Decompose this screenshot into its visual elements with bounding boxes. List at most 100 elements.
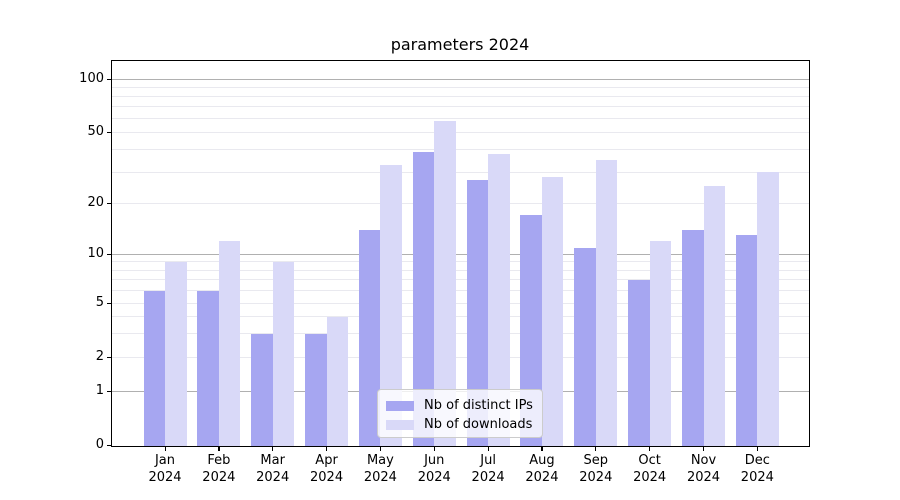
x-tick-label-line: Aug (529, 453, 555, 468)
x-tick-label-line: 2024 (740, 470, 774, 485)
x-tick-label: Sep 2024 (579, 452, 612, 486)
minor-gridline (112, 316, 809, 318)
bar-ips (143, 290, 165, 446)
y-tick-label: 5 (95, 295, 104, 310)
x-tick-mark (218, 447, 220, 451)
bar-downloads (380, 164, 402, 446)
x-tick-label-line: Dec (744, 453, 770, 468)
x-tick-mark (649, 447, 651, 451)
bar-ips (305, 333, 327, 446)
x-tick-label-line: Apr (315, 453, 338, 468)
legend-label: Nb of downloads (424, 417, 533, 432)
minor-gridline (112, 132, 809, 133)
x-tick-label: Dec 2024 (741, 452, 774, 486)
x-tick-label: Jul 2024 (472, 452, 505, 486)
legend-swatch (386, 419, 414, 430)
x-tick-label-line: 2024 (471, 470, 505, 485)
minor-gridline (112, 171, 809, 173)
bar-ips (466, 180, 489, 446)
bar-ips (412, 151, 435, 446)
bar-ips (628, 279, 650, 446)
minor-gridline (112, 333, 809, 335)
bar-downloads (272, 261, 295, 446)
x-tick-mark (379, 447, 382, 451)
bar-downloads (703, 186, 725, 446)
x-tick-label-line: 2024 (202, 470, 236, 485)
x-tick-label: Jun 2024 (418, 452, 451, 486)
x-tick-label: Nov 2024 (687, 452, 720, 486)
x-tick-label-line: May (366, 453, 394, 468)
y-tick-label: 2 (95, 349, 104, 364)
y-tick-mark (107, 444, 111, 446)
minor-gridline (112, 96, 809, 98)
x-tick-mark (164, 447, 166, 451)
bar-downloads (326, 316, 349, 446)
x-tick-label-line: 2024 (363, 470, 397, 485)
bar-ips (520, 215, 542, 446)
x-tick-mark (433, 447, 435, 451)
bars-layer (112, 61, 809, 446)
legend-item: Nb of distinct IPs (386, 396, 534, 415)
x-tick-label-line: Jun (424, 453, 445, 468)
x-tick-label: Aug 2024 (525, 452, 558, 486)
y-tick-label: 50 (87, 124, 104, 139)
y-tick-label: 100 (79, 71, 104, 86)
x-tick-label-line: 2024 (310, 470, 344, 485)
minor-gridline (112, 106, 809, 108)
y-tick-mark (107, 78, 111, 80)
x-tick-label: Apr 2024 (310, 452, 343, 486)
minor-gridline (112, 203, 809, 204)
bar-downloads (541, 177, 564, 446)
y-tick-label: 20 (87, 195, 104, 210)
chart-title: parameters 2024 (390, 35, 530, 54)
bar-ips (574, 247, 596, 446)
x-tick-label: May 2024 (364, 452, 397, 486)
x-tick-label-line: Jul (480, 453, 496, 468)
x-tick-mark (756, 447, 759, 451)
x-tick-label-line: 2024 (525, 470, 559, 485)
x-tick-label-line: Sep (583, 453, 609, 468)
y-tick-label: 1 (95, 383, 104, 398)
y-tick-mark (107, 253, 111, 255)
minor-gridline (112, 118, 809, 120)
minor-gridline (112, 357, 809, 358)
minor-gridline (112, 279, 809, 281)
x-tick-label-line: 2024 (633, 470, 667, 485)
bar-downloads (595, 160, 618, 446)
y-tick-label: 10 (87, 246, 104, 261)
x-tick-mark (487, 447, 489, 451)
x-tick-label-line: Jan (154, 453, 176, 468)
minor-gridline (112, 303, 809, 304)
bar-downloads (757, 172, 779, 446)
x-tick-mark (541, 447, 543, 451)
x-tick-label: Jan 2024 (148, 452, 181, 486)
y-tick-mark (107, 202, 111, 204)
x-tick-label: Oct 2024 (633, 452, 666, 486)
bar-ips (358, 229, 381, 446)
bar-ips (251, 333, 273, 446)
y-tick-label: 0 (95, 437, 104, 452)
x-tick-label-line: Nov (690, 453, 717, 468)
minor-gridline (112, 87, 809, 89)
x-tick-label: Mar 2024 (256, 452, 289, 486)
bar-downloads (165, 261, 187, 446)
x-tick-mark (703, 447, 705, 451)
y-tick-mark (107, 390, 111, 392)
bar-ips (735, 235, 758, 446)
y-tick-mark (107, 302, 111, 304)
major-gridline (112, 254, 809, 255)
legend-item: Nb of downloads (386, 415, 534, 434)
x-tick-label-line: 2024 (579, 470, 613, 485)
bar-downloads (488, 153, 510, 446)
x-tick-label-line: 2024 (148, 470, 182, 485)
x-tick-label-line: 2024 (256, 470, 290, 485)
bar-downloads (218, 241, 241, 446)
x-tick-label-line: Oct (638, 453, 661, 468)
x-tick-label-line: Feb (207, 453, 231, 468)
minor-gridline (112, 269, 809, 271)
y-tick-mark (107, 131, 111, 133)
major-gridline (112, 79, 809, 80)
bar-ips (197, 290, 219, 446)
x-tick-label: Feb 2024 (202, 452, 235, 486)
